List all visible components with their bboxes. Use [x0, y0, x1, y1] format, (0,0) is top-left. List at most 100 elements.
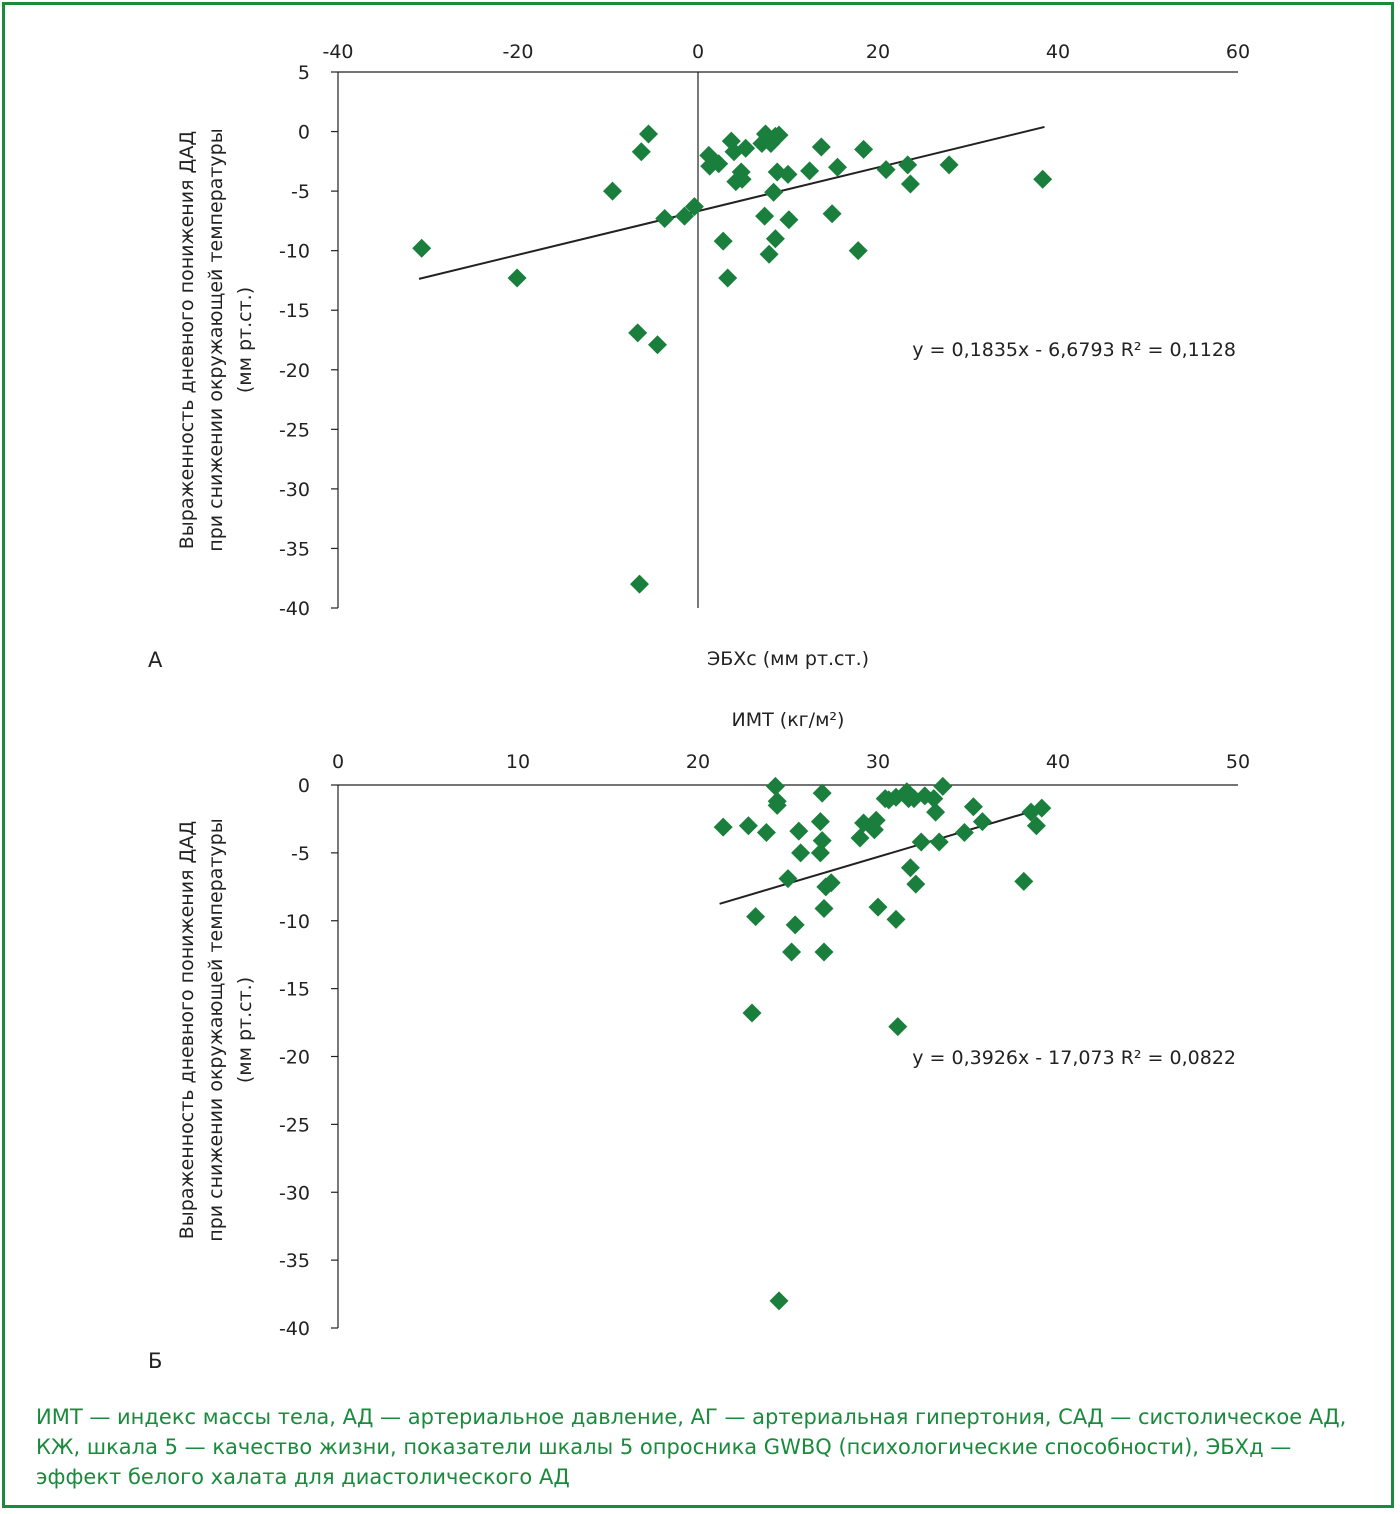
- chart-a-x-tick-label: 0: [692, 41, 704, 63]
- chart-a-y-axis-title-line: Выраженность дневного понижения ДАД: [176, 131, 198, 549]
- chart-panel-b: 0 10 20 30 40 50 0 -5 -10 -15 -20 -25 -30 -35 -40 Выр…: [148, 709, 1250, 1373]
- chart-a-data-point: [778, 164, 798, 184]
- chart-a-y-tick-label: -5: [291, 181, 310, 203]
- chart-a-data-point: [939, 155, 959, 175]
- chart-b-x-axis: 0 10 20 30 40 50: [332, 751, 1250, 773]
- chart-a-data-point: [684, 197, 704, 217]
- chart-b-data-point: [791, 843, 811, 863]
- chart-a-points: [412, 124, 1053, 594]
- chart-a-data-point: [718, 268, 738, 288]
- chart-a-data-point: [848, 241, 868, 261]
- chart-a-data-point: [854, 139, 874, 159]
- chart-b-y-axis: 0 -5 -10 -15 -20 -25 -30 -35 -40: [279, 775, 338, 1340]
- chart-a-data-point: [628, 323, 648, 343]
- chart-a-data-point: [709, 154, 729, 174]
- chart-b-y-axis-title: Выраженность дневного понижения ДАД при с…: [176, 818, 256, 1241]
- chart-b-x-tick-label: 50: [1226, 751, 1250, 773]
- chart-b-y-tick-label: -30: [279, 1182, 310, 1204]
- chart-a-data-point: [655, 209, 675, 229]
- chart-a-y-tick-label: -40: [279, 598, 310, 620]
- chart-b-data-point: [765, 776, 785, 796]
- chart-a-x-axis: -40 -20 0 20 40 60: [322, 41, 1250, 63]
- chart-a-data-point: [800, 161, 820, 181]
- chart-b-data-point: [810, 812, 830, 832]
- chart-a-y-tick-label: -30: [279, 479, 310, 501]
- chart-b-data-point: [742, 1003, 762, 1023]
- chart-b-data-point: [911, 832, 931, 852]
- chart-b-y-tick-label: 0: [298, 775, 310, 797]
- chart-b-y-tick-label: -40: [279, 1318, 310, 1340]
- chart-a-data-point: [639, 124, 658, 144]
- chart-a-data-point: [412, 238, 432, 258]
- chart-b-data-point: [850, 828, 870, 848]
- chart-a-data-point: [755, 206, 775, 226]
- chart-a-data-point: [648, 335, 667, 355]
- chart-b-data-point: [888, 1017, 908, 1037]
- chart-b-data-point: [868, 897, 888, 917]
- chart-b-data-point: [814, 899, 834, 919]
- chart-a-x-tick-label: 40: [1046, 41, 1070, 63]
- figure-caption: ИМТ — индекс массы тела, АД — артериальн…: [36, 1405, 1347, 1489]
- chart-b-x-axis-title: ИМТ (кг/м²): [732, 709, 845, 731]
- chart-b-equation: y = 0,3926x - 17,073 R² = 0,0822: [912, 1047, 1236, 1069]
- chart-b-x-tick-label: 0: [332, 751, 344, 773]
- chart-b-y-tick-label: -20: [279, 1047, 310, 1069]
- chart-b-y-axis-title-line: (мм рт.ст.): [234, 977, 256, 1083]
- chart-b-y-axis-title-line: при снижении окружающей температуры: [205, 818, 227, 1241]
- chart-b-data-point: [1014, 871, 1034, 891]
- chart-b-data-point: [1032, 798, 1052, 818]
- chart-b-points: [713, 776, 1052, 1311]
- chart-a-data-point: [898, 155, 918, 175]
- chart-a-y-tick-label: -15: [279, 300, 310, 322]
- chart-a-y-tick-label: -25: [279, 419, 310, 441]
- chart-a-data-point: [822, 204, 842, 224]
- chart-b-data-point: [785, 915, 805, 935]
- chart-b-data-point: [778, 869, 798, 889]
- chart-panel-a: -40 -20 0 20 40 60 5 0 -5 -10 -15 -20 -25 -30 -35 -40 …: [148, 41, 1250, 672]
- chart-a-data-point: [603, 181, 622, 201]
- chart-a-y-axis-title-line: (мм рт.ст.): [234, 287, 256, 393]
- chart-b-data-point: [929, 832, 949, 852]
- chart-a-y-tick-label: -10: [279, 241, 310, 263]
- chart-a-data-point: [732, 169, 752, 189]
- chart-a-y-tick-label: -20: [279, 360, 310, 382]
- chart-a-equation: y = 0,1835x - 6,6793 R² = 0,1128: [912, 339, 1236, 361]
- chart-b-y-axis-title-line: Выраженность дневного понижения ДАД: [176, 821, 198, 1239]
- chart-a-data-point: [675, 206, 694, 226]
- chart-b-data-point: [906, 874, 926, 894]
- chart-a-x-tick-label: -40: [322, 41, 353, 63]
- chart-b-data-point: [769, 1291, 789, 1311]
- chart-b-x-tick-label: 40: [1046, 751, 1070, 773]
- chart-a-data-point: [507, 268, 527, 288]
- chart-b-data-point: [972, 812, 992, 832]
- chart-b-data-point: [924, 789, 944, 809]
- chart-b-panel-label: Б: [148, 1349, 162, 1373]
- chart-b-data-point: [782, 942, 802, 962]
- chart-a-data-point: [811, 137, 831, 157]
- chart-b-data-point: [933, 776, 953, 796]
- chart-a-data-point: [876, 160, 896, 180]
- chart-a-panel-label: А: [148, 648, 163, 672]
- chart-a-data-point: [759, 244, 779, 264]
- chart-a-data-point: [631, 142, 651, 162]
- chart-b-y-tick-label: -35: [279, 1250, 310, 1272]
- chart-b-y-tick-label: -25: [279, 1114, 310, 1136]
- chart-b-data-point: [812, 831, 832, 851]
- chart-a-y-tick-label: 0: [298, 122, 310, 144]
- chart-b-data-point: [926, 802, 946, 822]
- chart-b-data-point: [738, 816, 758, 836]
- chart-b-data-point: [954, 823, 974, 843]
- chart-b-data-point: [812, 783, 832, 803]
- chart-a-data-point: [630, 574, 649, 594]
- chart-a-data-point: [764, 182, 784, 202]
- chart-b-data-point: [821, 873, 841, 893]
- chart-b-data-point: [810, 843, 830, 863]
- chart-b-data-point: [789, 821, 809, 841]
- chart-b-data-point: [900, 858, 920, 878]
- chart-b-data-point: [866, 810, 886, 830]
- chart-a-y-axis-title: Выраженность дневного понижения ДАД при с…: [176, 128, 256, 551]
- chart-a-data-point: [779, 210, 799, 230]
- chart-b-data-point: [767, 795, 787, 815]
